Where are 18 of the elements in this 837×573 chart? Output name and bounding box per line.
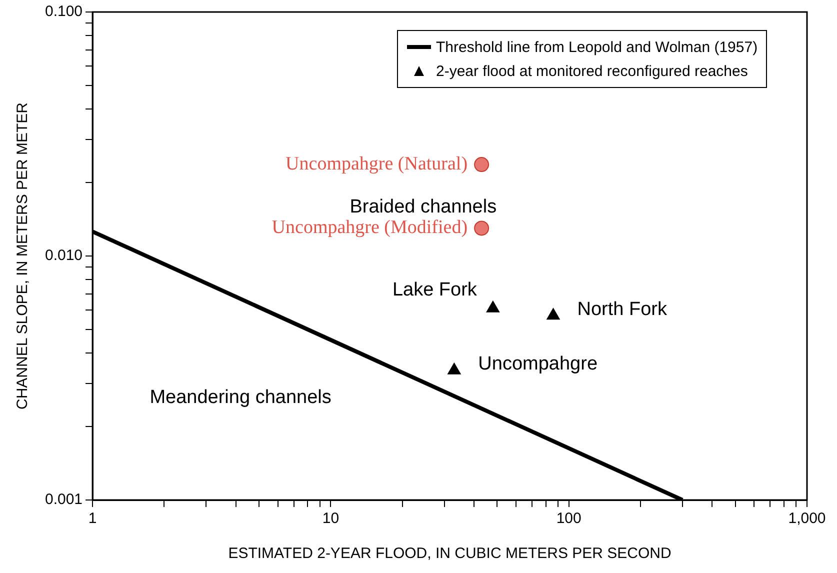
annotation: Braided channels (350, 196, 497, 218)
data-label: North Fork (577, 298, 668, 320)
data-label: Uncompahgre (Modified) (272, 217, 468, 238)
legend-label: Threshold line from Leopold and Wolman (1957) (436, 38, 758, 56)
x-tick-label: 10 (322, 510, 340, 528)
y-tick-label: 0.100 (44, 3, 83, 20)
y-axis-title: CHANNEL SLOPE, IN METERS PER METER (14, 102, 32, 410)
annotation: Meandering channels (150, 386, 332, 408)
x-tick-label: 1 (88, 510, 97, 528)
x-tick-label: 1,000 (788, 510, 826, 528)
x-axis-title: ESTIMATED 2-YEAR FLOOD, IN CUBIC METERS PER SECOND (228, 545, 672, 562)
y-tick-label: 0.001 (44, 491, 83, 508)
legend-label: 2-year flood at monitored reconfigured reaches (436, 62, 748, 80)
x-tick-label: 100 (556, 510, 582, 528)
y-tick-label: 0.010 (44, 247, 83, 264)
data-label: Uncompahgre (478, 354, 598, 375)
data-label: Lake Fork (392, 280, 478, 301)
data-label: Uncompahgre (Natural) (286, 154, 468, 175)
